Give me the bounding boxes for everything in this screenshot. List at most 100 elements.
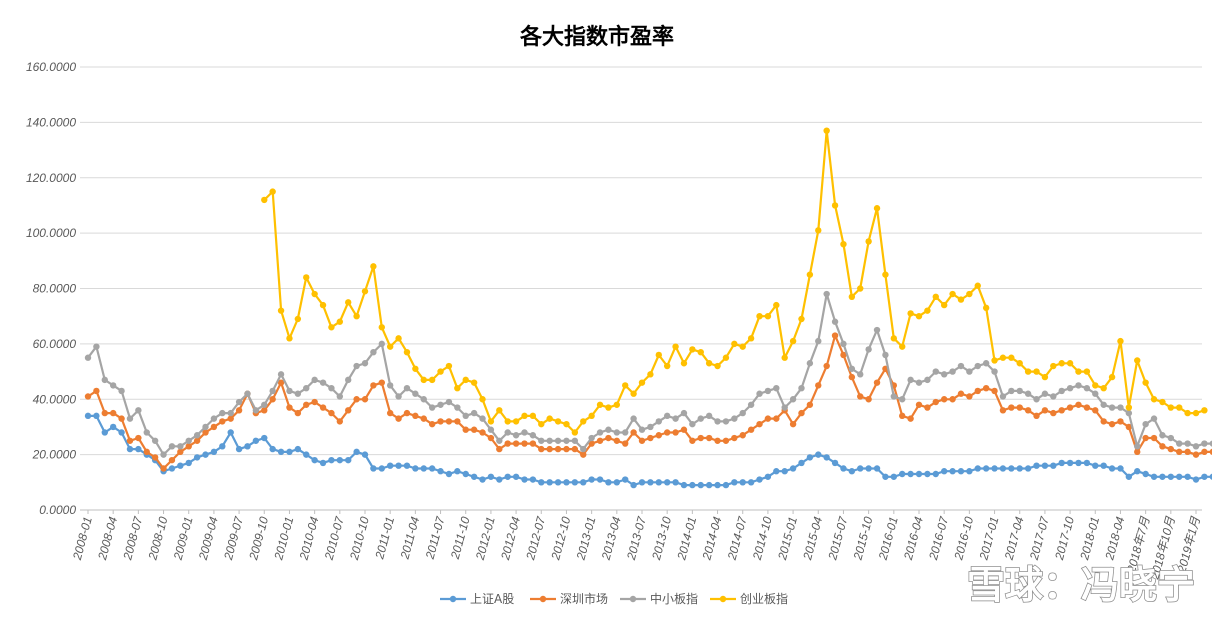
data-point — [479, 415, 486, 422]
data-point — [571, 437, 579, 444]
x-tick-label: 2009-01 — [170, 515, 195, 562]
data-point — [1016, 360, 1023, 367]
data-point — [932, 368, 939, 375]
data-point — [470, 379, 478, 386]
x-tick-label: 2015-04 — [800, 515, 825, 562]
y-axis: 0.0000 20.0000 40.0000 60.0000 80.0000 100.00… — [26, 60, 76, 517]
data-point — [1150, 473, 1158, 480]
data-point — [663, 479, 671, 486]
data-point — [857, 465, 864, 472]
data-point — [1050, 393, 1057, 400]
x-tick-label: 2009-04 — [196, 515, 221, 562]
data-point — [1066, 384, 1074, 392]
data-point — [512, 418, 520, 425]
data-point — [940, 396, 948, 403]
data-point — [899, 412, 906, 420]
data-point — [303, 401, 310, 408]
y-tick-label: 120.0000 — [26, 171, 76, 185]
data-point — [1125, 409, 1133, 417]
data-point — [546, 437, 553, 444]
legend-item-1: 深圳市场 — [530, 591, 608, 606]
data-point — [479, 476, 486, 483]
data-point — [563, 445, 570, 453]
data-point — [361, 396, 369, 403]
data-point — [185, 459, 192, 467]
data-point — [420, 465, 427, 472]
data-point — [747, 335, 755, 342]
data-point — [462, 412, 469, 420]
data-point — [529, 412, 537, 420]
data-point — [470, 473, 478, 480]
data-point — [462, 426, 469, 433]
data-point — [1134, 448, 1141, 456]
data-point — [294, 409, 302, 417]
data-point — [1117, 404, 1124, 411]
y-tick-label: 60.0000 — [33, 337, 77, 351]
data-point — [613, 437, 621, 444]
data-point — [605, 434, 612, 442]
data-point — [588, 412, 595, 420]
legend-swatch-dot — [629, 595, 637, 603]
data-point — [554, 479, 562, 486]
data-point — [957, 296, 965, 303]
data-point — [848, 365, 856, 372]
data-point — [1134, 357, 1141, 364]
data-point — [1184, 473, 1191, 480]
data-point — [504, 418, 511, 425]
data-point — [512, 440, 520, 447]
data-point — [714, 418, 721, 425]
data-point — [672, 343, 679, 350]
data-point — [1100, 401, 1107, 408]
data-point — [949, 368, 956, 375]
data-point — [982, 465, 990, 472]
x-tick-label: 2012-01 — [473, 515, 498, 562]
data-point — [93, 387, 100, 395]
data-point — [118, 429, 125, 436]
data-point — [655, 432, 662, 439]
data-point — [504, 473, 511, 480]
data-point — [294, 445, 302, 453]
x-tick-label: 2010-04 — [296, 515, 321, 562]
data-point — [966, 468, 973, 475]
data-point — [219, 409, 226, 417]
data-point — [135, 434, 142, 442]
data-point — [580, 445, 587, 453]
data-point — [1134, 443, 1141, 450]
data-point — [1058, 387, 1065, 395]
data-point — [1117, 337, 1124, 345]
x-tick-label: 2009-07 — [221, 514, 247, 562]
data-point — [689, 420, 696, 428]
x-tick-label: 2010-07 — [322, 514, 348, 562]
data-point — [697, 415, 704, 422]
data-point — [848, 373, 856, 381]
data-point — [252, 407, 260, 414]
data-point — [655, 351, 662, 359]
data-point — [328, 456, 335, 464]
data-point — [756, 476, 763, 483]
data-point — [806, 401, 814, 408]
data-point — [1125, 473, 1133, 480]
data-point — [731, 479, 738, 486]
data-point — [1033, 396, 1040, 403]
data-point — [1058, 407, 1065, 414]
data-point — [487, 426, 495, 433]
data-point — [177, 443, 184, 450]
data-point — [831, 459, 839, 467]
data-point — [806, 271, 814, 278]
data-point — [982, 384, 990, 392]
data-point — [311, 398, 318, 406]
data-point — [1075, 401, 1082, 408]
data-point — [697, 348, 704, 356]
data-point — [353, 312, 360, 320]
data-point — [731, 434, 738, 442]
x-tick-label: 2012-10 — [548, 515, 573, 562]
data-point — [1100, 384, 1107, 392]
data-point — [857, 285, 864, 292]
data-point — [865, 346, 872, 353]
series-2 — [84, 290, 1212, 458]
data-point — [370, 263, 377, 270]
data-point — [907, 310, 914, 317]
legend: 上证A股 深圳市场 中小板指 创业板指 — [440, 591, 788, 606]
data-point — [756, 312, 763, 320]
data-point — [823, 127, 830, 134]
